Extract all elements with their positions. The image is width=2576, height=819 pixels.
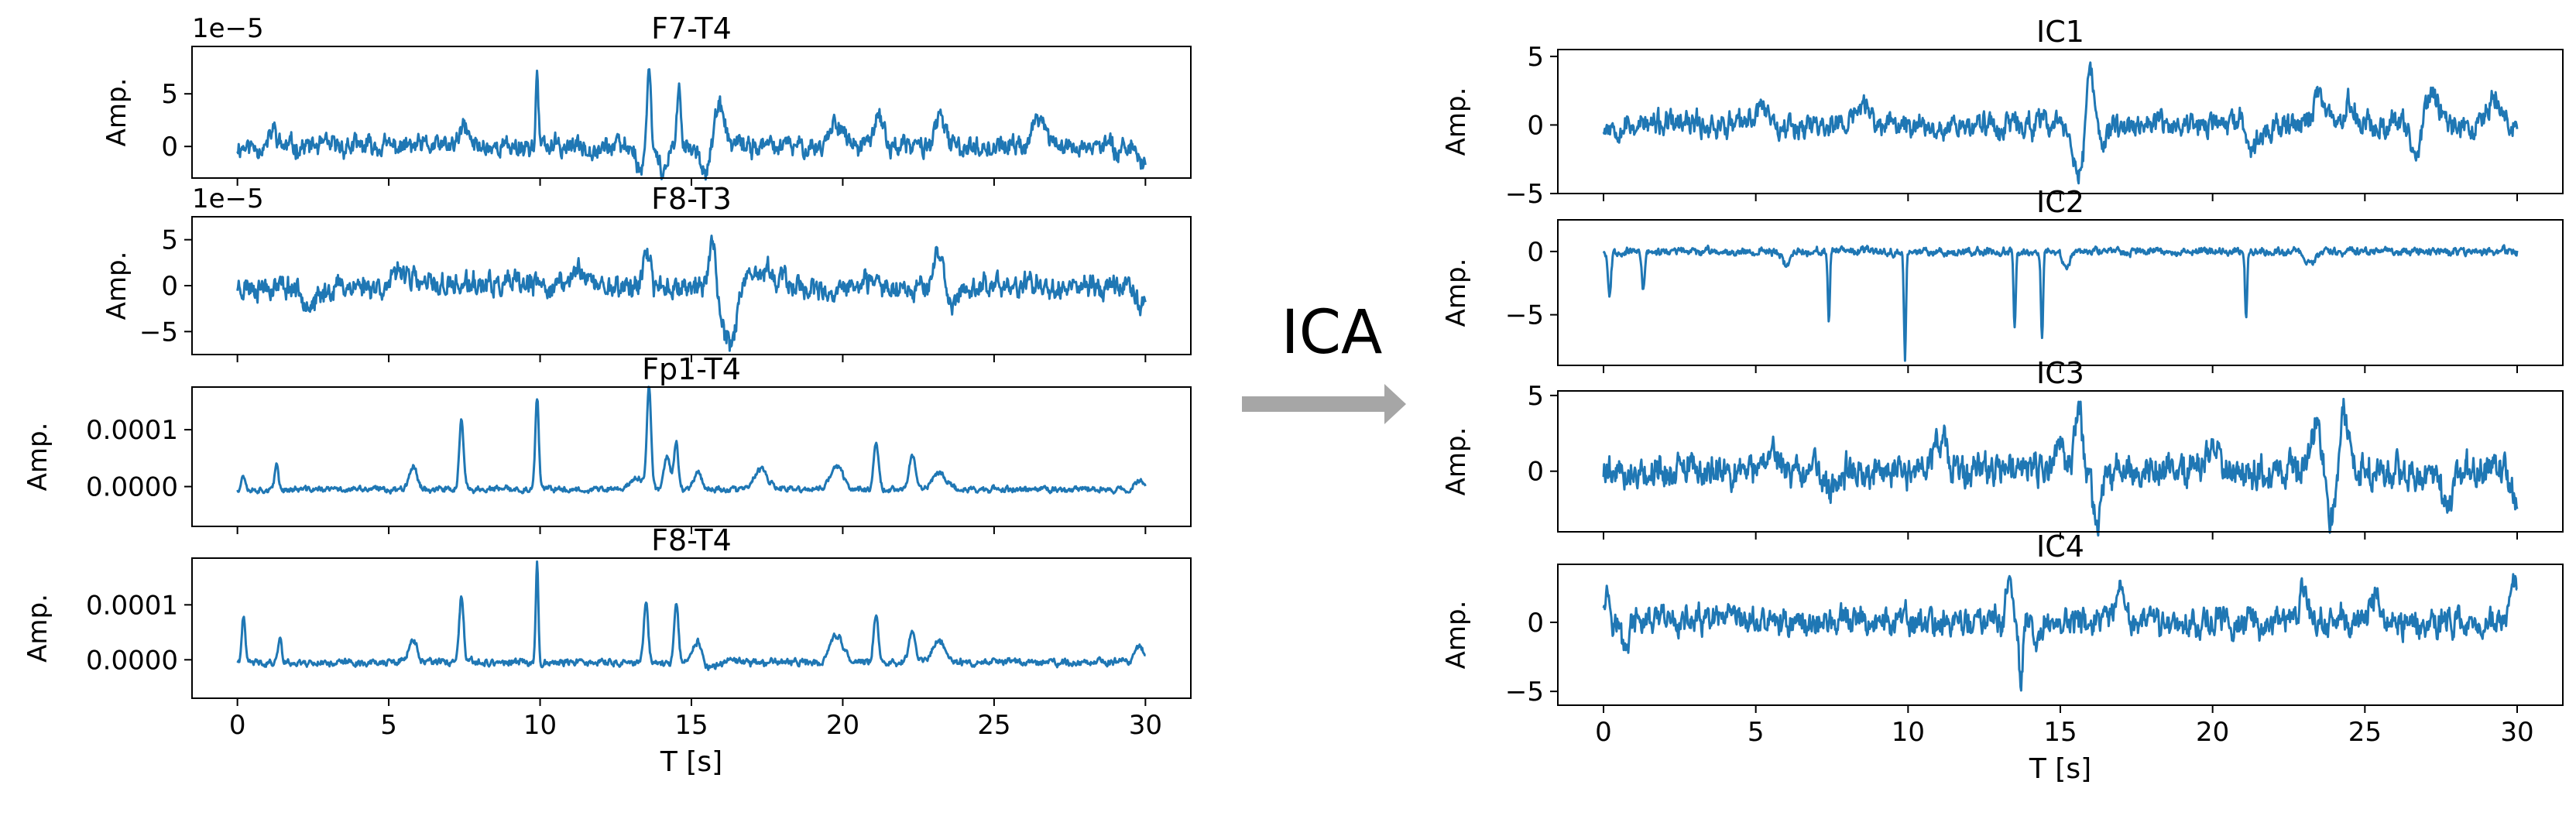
y-tick-label: −5: [1505, 179, 1544, 210]
x-tick-label: 15: [2043, 717, 2077, 748]
series-line-ic3: [1602, 397, 2519, 537]
axes-frame: [191, 557, 1192, 699]
x-tick-label: 5: [380, 710, 397, 741]
y-tick-label: 0: [1527, 237, 1544, 268]
x-tick-label: 30: [2500, 717, 2533, 748]
panels: 50F7-T4Amp.1e−550−5F8-T3Amp.1e−50.00010.…: [22, 12, 2564, 785]
series-line-f8-t3: [236, 235, 1147, 352]
x-tick-label: 10: [523, 710, 557, 741]
y-tick-label: 0: [1527, 457, 1544, 488]
panel-title: F7-T4: [651, 12, 732, 46]
y-tick-label: 0.0000: [86, 645, 178, 676]
y-axis-label: Amp.: [22, 594, 53, 663]
y-tick-label: 5: [161, 79, 178, 110]
x-axis-label: T [s]: [660, 746, 722, 778]
y-tick-label: 5: [1527, 42, 1544, 73]
y-axis-label: Amp.: [101, 78, 132, 147]
series-line-ic1: [1602, 61, 2519, 185]
series-line-ic2: [1602, 244, 2519, 362]
y-offset-label: 1e−5: [192, 183, 264, 214]
y-axis-label: Amp.: [1441, 259, 1472, 327]
x-tick-label: 0: [229, 710, 246, 741]
arrow-head: [1384, 384, 1406, 424]
panel-f7-t4: 5 0 F7-T4 Amp. 1e−5: [101, 12, 1192, 186]
arrow-shaft: [1242, 396, 1384, 412]
panel-ic4: 0 5 10 15 20 25 30 0 −5 IC4 Amp. T [s]: [1441, 529, 2564, 785]
panel-title: IC2: [2036, 185, 2084, 219]
panel-title: IC3: [2036, 356, 2084, 390]
y-axis-label: Amp.: [1441, 87, 1472, 156]
panel-title: IC1: [2036, 15, 2084, 49]
panel-title: F8-T4: [651, 523, 732, 557]
y-tick-label: 0: [1527, 608, 1544, 639]
x-tick-label: 25: [2348, 717, 2382, 748]
y-tick-label: −5: [139, 317, 178, 348]
y-tick-label: 0: [161, 132, 178, 163]
panel-f8-t3: 5 0 −5 F8-T3 Amp. 1e−5: [101, 182, 1192, 362]
y-tick-label: −5: [1505, 300, 1544, 331]
x-tick-label: 10: [1892, 717, 1925, 748]
axes-frame: [191, 46, 1192, 179]
panel-title: F8-T3: [651, 182, 732, 216]
panel-ic1: 5 0 −5 IC1 Amp.: [1441, 15, 2564, 210]
y-axis-label: Amp.: [1441, 427, 1472, 496]
series-line-f8-t4: [236, 560, 1147, 671]
ica-arrow: ICA: [1242, 298, 1406, 424]
x-tick-label: 30: [1129, 710, 1162, 741]
x-axis-label: T [s]: [2029, 753, 2091, 785]
y-tick-label: 0.0001: [86, 590, 178, 621]
x-tick-label: 15: [674, 710, 708, 741]
panel-ic3: 5 0 IC3 Amp.: [1441, 356, 2564, 540]
x-tick-label: 25: [977, 710, 1010, 741]
series-line-fp1-t4: [236, 386, 1147, 495]
series-line-f7-t4: [236, 68, 1147, 181]
panel-title: Fp1-T4: [642, 352, 741, 386]
panel-title: IC4: [2036, 529, 2084, 564]
y-tick-label: 0: [161, 271, 178, 302]
y-tick-label: −5: [1505, 677, 1544, 708]
y-tick-label: 0.0001: [86, 415, 178, 446]
series-line-ic4: [1602, 573, 2518, 692]
y-axis-label: Amp.: [22, 423, 53, 492]
x-tick-label: 0: [1595, 717, 1612, 748]
x-tick-label: 20: [826, 710, 859, 741]
panel-f8-t4: 0 5 10 15 20 25 30 0.0001 0.0000 F8-T4 Amp. T [s]: [22, 523, 1192, 778]
y-axis-label: Amp.: [101, 252, 132, 320]
axes-frame: [191, 386, 1192, 527]
x-tick-label: 5: [1748, 717, 1765, 748]
y-tick-label: 0: [1527, 110, 1544, 141]
y-tick-label: 0.0000: [86, 472, 178, 503]
y-offset-label: 1e−5: [192, 13, 264, 44]
panel-ic2: 0 −5 IC2 Amp.: [1441, 185, 2564, 373]
axes-frame: [1557, 219, 2564, 366]
y-tick-label: 5: [161, 225, 178, 256]
axes-frame: [1557, 564, 2564, 706]
ica-label: ICA: [1281, 298, 1383, 368]
x-tick-label: 20: [2196, 717, 2229, 748]
y-axis-label: Amp.: [1441, 601, 1472, 670]
y-tick-label: 5: [1527, 381, 1544, 412]
panel-fp1-t4: 0.0001 0.0000 Fp1-T4 Amp.: [22, 352, 1192, 534]
